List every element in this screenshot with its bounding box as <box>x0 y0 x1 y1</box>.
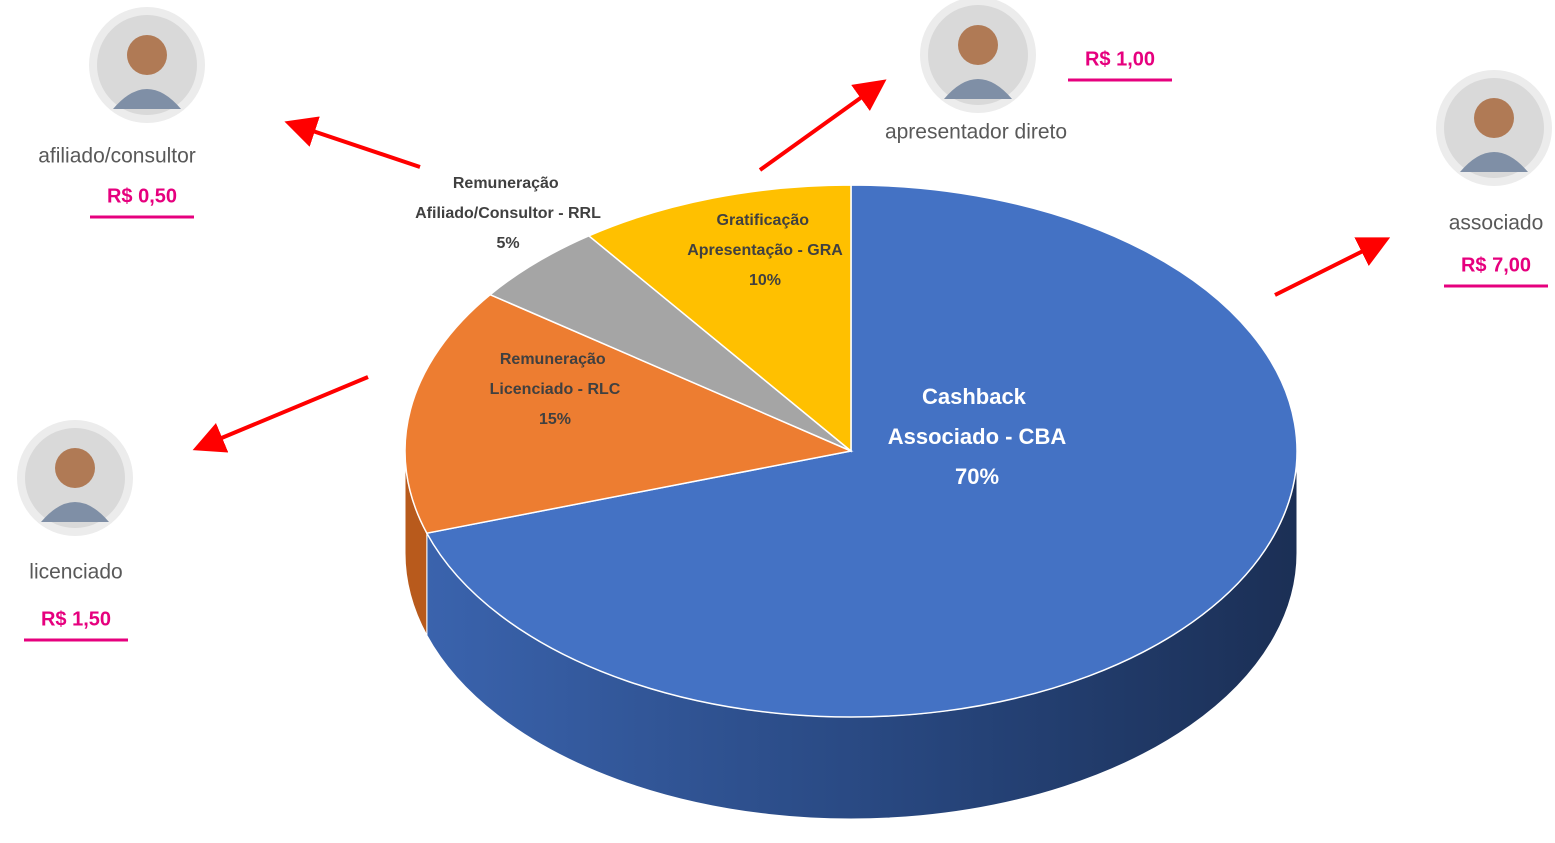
person-label: afiliado/consultor <box>38 145 196 168</box>
person-label: associado <box>1449 212 1544 235</box>
value-label: 10% <box>749 272 781 289</box>
avatar-head <box>1474 98 1514 138</box>
avatar-head <box>127 35 167 75</box>
avatar-head <box>55 448 95 488</box>
avatar <box>920 0 1036 113</box>
value-label: 5% <box>496 235 519 252</box>
avatar <box>89 7 205 123</box>
amount-label: R$ 0,50 <box>107 185 177 207</box>
person-label: apresentador direto <box>885 121 1067 144</box>
avatar <box>1436 70 1552 186</box>
value-label: 15% <box>539 411 571 428</box>
amount-label: R$ 7,00 <box>1461 254 1531 276</box>
amount-label: R$ 1,50 <box>41 608 111 630</box>
avatar-head <box>958 25 998 65</box>
slice-label: Remuneração Afiliado/Consultor - RRL <box>415 175 601 222</box>
chart: Cashback Associado - CBA70%Remuneração L… <box>0 0 1555 843</box>
person-label: licenciado <box>29 561 122 584</box>
value-label: 70% <box>955 464 999 489</box>
amount-label: R$ 1,00 <box>1085 48 1155 70</box>
avatar <box>17 420 133 536</box>
